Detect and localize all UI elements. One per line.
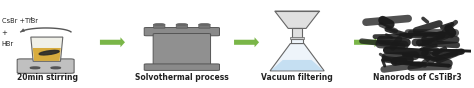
FancyBboxPatch shape xyxy=(17,59,74,73)
Circle shape xyxy=(199,23,210,26)
Polygon shape xyxy=(33,48,61,61)
Circle shape xyxy=(51,67,61,69)
FancyBboxPatch shape xyxy=(154,24,165,28)
Text: Nanorods of CsTiBr3: Nanorods of CsTiBr3 xyxy=(373,73,461,82)
FancyBboxPatch shape xyxy=(199,24,210,28)
Circle shape xyxy=(154,23,165,26)
Polygon shape xyxy=(31,37,63,61)
FancyBboxPatch shape xyxy=(176,24,188,28)
Circle shape xyxy=(30,67,40,69)
FancyBboxPatch shape xyxy=(153,34,210,66)
Text: 4: 4 xyxy=(29,17,32,21)
Polygon shape xyxy=(270,44,324,71)
FancyBboxPatch shape xyxy=(144,64,219,70)
Text: +: + xyxy=(1,30,8,36)
Polygon shape xyxy=(275,11,319,28)
Text: Vacuum filtering: Vacuum filtering xyxy=(261,73,333,82)
Polygon shape xyxy=(271,60,323,70)
Text: HBr: HBr xyxy=(1,41,14,47)
Text: Solvothermal process: Solvothermal process xyxy=(135,73,229,82)
Text: CsBr +TiBr: CsBr +TiBr xyxy=(1,18,37,24)
FancyBboxPatch shape xyxy=(144,28,219,36)
Ellipse shape xyxy=(39,50,59,55)
Polygon shape xyxy=(290,37,304,39)
Polygon shape xyxy=(292,28,302,38)
Polygon shape xyxy=(291,39,303,44)
Text: 20min stirring: 20min stirring xyxy=(17,73,78,82)
Circle shape xyxy=(176,23,188,26)
